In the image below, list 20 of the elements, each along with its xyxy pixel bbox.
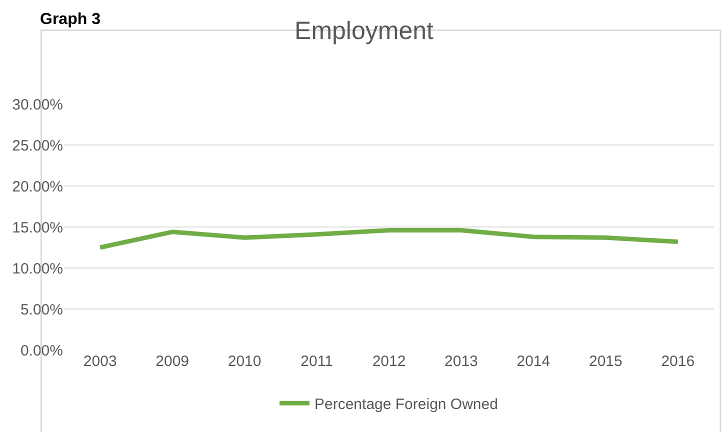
x-tick-label: 2012 [372,353,406,370]
y-tick-label: 25.00% [12,137,63,154]
y-tick-label: 15.00% [12,219,63,236]
x-tick-label: 2013 [444,353,478,370]
y-tick-label: 20.00% [12,178,63,196]
x-tick-label: 2003 [83,353,117,370]
x-tick-label: 2011 [300,353,333,370]
y-tick-label: 30.00% [12,96,63,114]
x-tick-label: 2014 [516,353,550,370]
caption: Graph 3 [40,11,101,28]
y-tick-label: 0.00% [20,342,63,360]
y-tick-label: 5.00% [20,301,63,318]
x-tick-label: 2016 [661,353,695,370]
y-tick-label: 10.00% [12,260,63,278]
x-tick-label: 2010 [228,353,262,370]
x-tick-label: 2015 [588,353,622,370]
line-series [98,228,680,250]
legend-label: Percentage Foreign Owned [314,396,498,413]
x-tick-label: 2009 [156,353,190,370]
chart-title: Employment [294,16,434,45]
